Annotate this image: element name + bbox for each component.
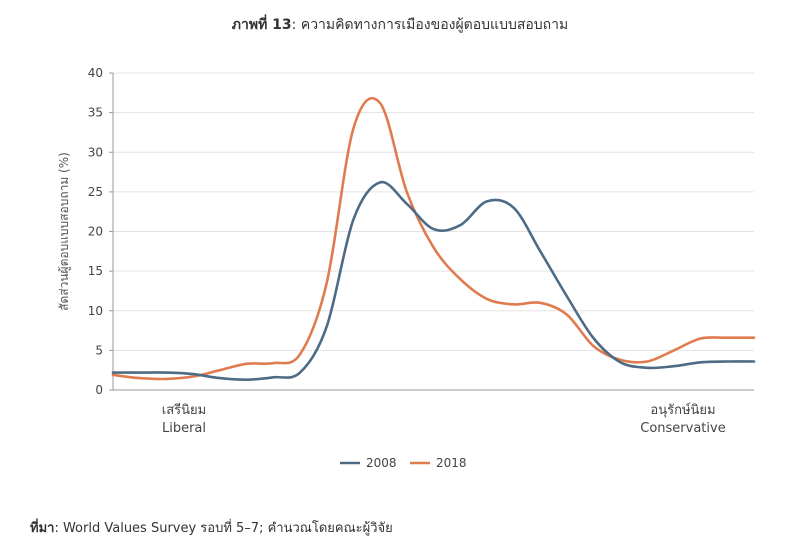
source-text: : World Values Survey รอบที่ 5–7; คำนวณโ… xyxy=(54,521,393,536)
grid-lines xyxy=(113,72,754,351)
source-note: ที่มา: World Values Survey รอบที่ 5–7; ค… xyxy=(30,517,393,538)
y-tick-label: 30 xyxy=(88,145,103,159)
chart-title: ภาพที่ 13: ความคิดทางการเมืองของผู้ตอบแบ… xyxy=(0,14,800,36)
series-lines xyxy=(111,97,756,382)
y-tick-label: 40 xyxy=(88,66,103,80)
x-end-label-line-1: อนุรักษ์นิยม xyxy=(650,402,715,418)
chart-title-text: : ความคิดทางการเมืองของผู้ตอบแบบสอบถาม xyxy=(291,17,569,33)
y-axis-label: สัดส่วนผู้ตอบแบบสอบถาม (%) xyxy=(57,152,72,311)
legend-label-2018: 2018 xyxy=(436,456,467,470)
series-line-2008 xyxy=(111,180,756,382)
legend-label-2008: 2008 xyxy=(366,456,397,470)
y-tick-label: 15 xyxy=(88,264,103,278)
y-tick-label: 10 xyxy=(88,304,103,318)
legend: 2008 2018 xyxy=(340,456,467,470)
chart-title-label: ภาพที่ 13 xyxy=(231,17,292,33)
y-tick-label: 20 xyxy=(88,225,103,239)
x-end-label-line-2: Conservative xyxy=(640,421,725,436)
y-tick-label: 0 xyxy=(95,383,103,397)
y-tick-label: 35 xyxy=(88,106,103,120)
y-tick-label: 5 xyxy=(95,343,103,357)
x-start-label-line-2: Liberal xyxy=(162,421,206,436)
x-start-label-line-1: เสรีนิยม xyxy=(162,402,206,418)
series-line-2018 xyxy=(111,97,756,381)
source-label: ที่มา xyxy=(30,521,55,536)
y-tick-label: 25 xyxy=(88,185,103,199)
axes: 0 5 10 15 20 25 30 35 40 สัดส่วนผู้ตอบแบบสอบถาม (… xyxy=(57,66,754,436)
